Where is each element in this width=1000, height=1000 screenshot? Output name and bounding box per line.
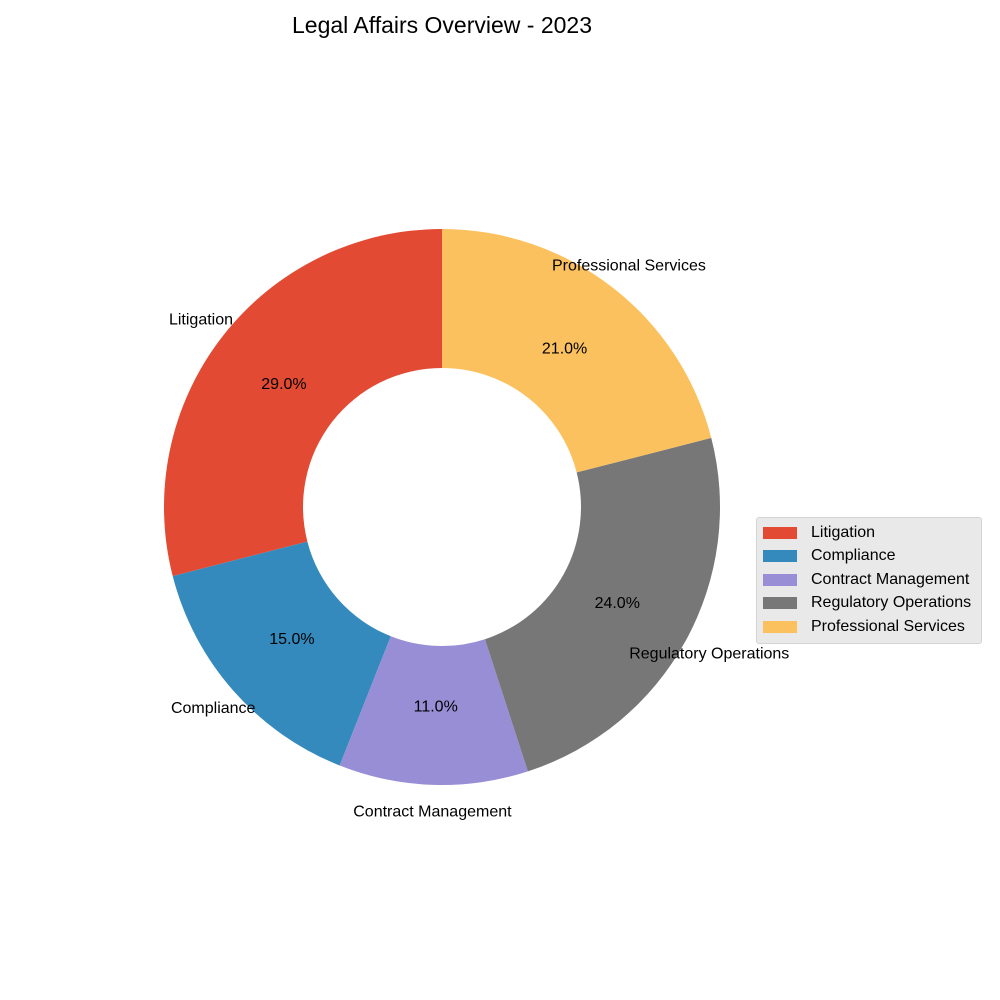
slice-litigation (164, 229, 442, 577)
category-label-contract-management: Contract Management (353, 803, 512, 820)
legend-label: Contract Management (811, 570, 970, 588)
legend: Litigation Compliance Contract Management R… (756, 517, 982, 644)
legend-item-professional-services: Professional Services (757, 615, 981, 639)
slice-regulatory-operations (484, 437, 720, 772)
category-label-litigation: Litigation (169, 312, 233, 329)
legend-swatch (763, 550, 797, 563)
pct-label-professional-services: 21.0% (542, 340, 587, 357)
legend-item-litigation: Litigation (757, 521, 981, 545)
pct-label-litigation: 29.0% (261, 376, 306, 393)
legend-label: Compliance (811, 547, 896, 565)
category-label-professional-services: Professional Services (552, 258, 706, 275)
legend-item-regulatory-operations: Regulatory Operations (757, 592, 981, 616)
legend-item-contract-management: Contract Management (757, 568, 981, 592)
category-label-compliance: Compliance (171, 700, 256, 717)
legend-item-compliance: Compliance (757, 545, 981, 569)
pct-label-compliance: 15.0% (269, 631, 314, 648)
slice-professional-services (442, 229, 712, 473)
legend-label: Litigation (811, 523, 876, 541)
legend-label: Professional Services (811, 617, 965, 635)
legend-swatch (763, 526, 797, 539)
slice-compliance (172, 541, 391, 766)
category-label-regulatory-operations: Regulatory Operations (629, 645, 789, 662)
chart-title: Legal Affairs Overview - 2023 (291, 12, 592, 38)
pct-label-regulatory-operations: 24.0% (595, 595, 640, 612)
pct-label-contract-management: 11.0% (414, 698, 458, 715)
labels-group: 29.0% Litigation 15.0% Compliance 11.0% Contr… (169, 258, 789, 821)
legend-swatch (763, 597, 797, 610)
legend-swatch (763, 620, 797, 633)
slices-group (164, 229, 720, 785)
slice-contract-management (339, 636, 528, 785)
legend-swatch (763, 573, 797, 586)
legend-label: Regulatory Operations (811, 594, 972, 612)
